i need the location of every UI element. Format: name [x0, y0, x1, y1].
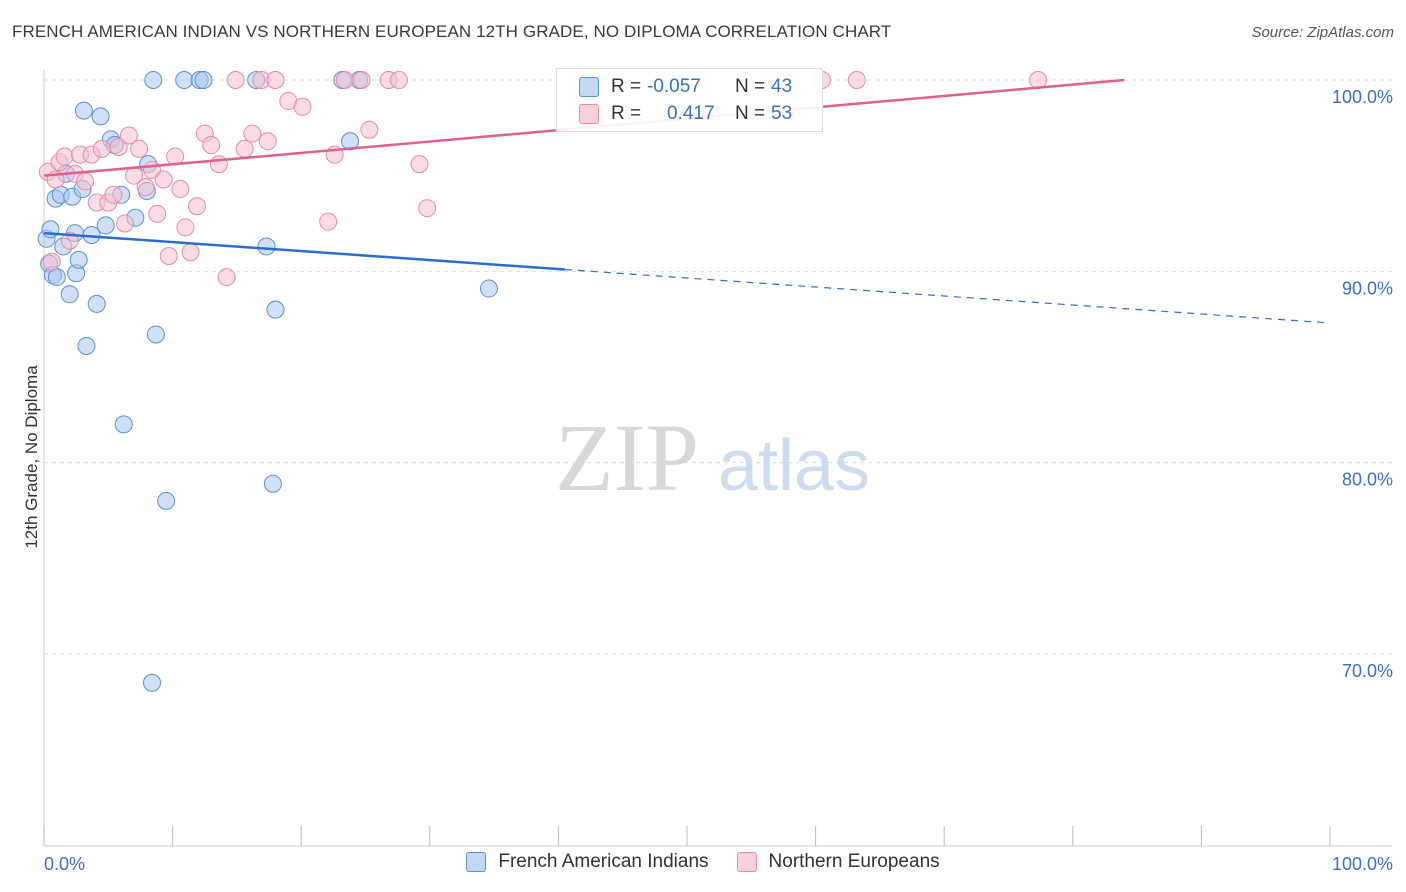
data-point: [96, 216, 115, 235]
data-point: [266, 300, 285, 319]
data-point: [479, 279, 498, 298]
data-point: [60, 285, 79, 304]
watermark-atlas: atlas: [718, 426, 870, 506]
data-point: [263, 474, 282, 493]
legend-item-northern-europeans: Northern Europeans: [736, 851, 940, 873]
legend-series-name: Northern Europeans: [768, 851, 940, 872]
data-point: [202, 136, 221, 155]
chart-title: FRENCH AMERICAN INDIAN VS NORTHERN EUROP…: [12, 22, 892, 41]
data-point: [42, 252, 61, 271]
watermark-zip: ZIP: [555, 404, 699, 511]
data-point: [76, 172, 95, 191]
data-point: [360, 120, 379, 139]
data-point: [144, 71, 163, 89]
data-point: [143, 673, 162, 692]
data-point: [148, 204, 167, 223]
trend-line-blue: [43, 231, 565, 271]
data-point: [335, 71, 354, 89]
data-point: [188, 197, 207, 216]
legend-n-value: 53: [771, 103, 793, 124]
data-point: [104, 185, 123, 204]
data-point: [266, 71, 285, 89]
legend-swatch-blue: [466, 852, 487, 872]
legend-r-label: R =: [611, 76, 642, 97]
data-point: [92, 139, 111, 158]
watermark: ZIP atlas: [555, 404, 870, 511]
y-tick-label: 70.0%: [1342, 661, 1393, 681]
data-point: [119, 126, 138, 145]
source-label: Source: ZipAtlas.com: [1251, 24, 1394, 41]
data-point: [243, 124, 262, 143]
data-point: [175, 71, 194, 89]
legend-r-value: 0.417: [667, 103, 715, 124]
data-point: [109, 137, 128, 156]
legend-r-label: R =: [611, 103, 642, 124]
data-point: [847, 71, 866, 89]
series-northern-europeans: [38, 71, 1048, 287]
data-point: [91, 107, 110, 126]
data-point: [258, 132, 277, 151]
data-point: [60, 231, 79, 250]
legend-swatch-pink: [736, 852, 757, 872]
data-point: [77, 336, 96, 355]
axes: [43, 70, 1392, 847]
legend-r-value: -0.057: [647, 76, 701, 97]
data-point: [47, 268, 66, 287]
data-point: [157, 491, 176, 510]
data-point: [293, 97, 312, 116]
legend-n-value: 43: [771, 76, 793, 97]
legend-item-french-american-indians: French American Indians: [466, 851, 709, 873]
data-point: [418, 199, 437, 218]
data-point: [130, 139, 149, 158]
y-tick-label: 80.0%: [1342, 470, 1393, 490]
trend-line-blue-extension: [564, 268, 1331, 324]
data-point: [217, 268, 236, 287]
series-french-american-indians: [37, 71, 498, 692]
data-point: [209, 155, 228, 174]
data-point: [257, 237, 276, 256]
y-tick-labels: 70.0% 80.0% 90.0% 100.0%: [1332, 87, 1393, 681]
correlation-legend: R = -0.057 N = 43 R = 0.417 N = 53: [556, 68, 823, 132]
legend-n-label: N =: [735, 76, 766, 97]
series-legend: French American Indians Northern Europea…: [0, 851, 1406, 873]
data-point: [146, 325, 165, 344]
x-tick-label: 0.0%: [44, 854, 85, 874]
legend-swatch-pink: [579, 104, 599, 124]
legend-row-pink: R = 0.417 N = 53: [579, 101, 792, 127]
data-point: [171, 180, 190, 199]
legend-row-blue: R = -0.057 N = 43: [579, 74, 792, 100]
y-axis-label: 12th Grade, No Diploma: [22, 365, 41, 549]
legend-series-name: French American Indians: [498, 851, 709, 872]
data-point: [235, 139, 254, 158]
data-point: [154, 170, 173, 189]
data-point: [352, 71, 371, 89]
data-point: [194, 71, 213, 89]
data-point: [74, 101, 93, 120]
legend-n-label: N =: [735, 103, 766, 124]
data-point: [176, 218, 195, 237]
data-point: [116, 214, 135, 233]
data-point: [389, 71, 408, 89]
x-tick-label: 100.0%: [1332, 854, 1393, 874]
data-point: [181, 243, 200, 262]
data-point: [410, 155, 429, 174]
gridlines: [44, 79, 1392, 655]
data-point: [226, 71, 245, 89]
legend-swatch-blue: [579, 77, 599, 97]
y-tick-label: 100.0%: [1332, 87, 1393, 107]
data-point: [114, 415, 133, 434]
x-tick-labels: 0.0% 100.0%: [44, 854, 1393, 874]
data-point: [69, 250, 88, 269]
y-tick-label: 90.0%: [1342, 278, 1393, 298]
data-point: [159, 247, 178, 266]
data-point: [319, 212, 338, 231]
data-point: [55, 147, 74, 166]
data-point: [87, 294, 106, 313]
data-point: [41, 220, 60, 239]
data-point: [136, 178, 155, 197]
